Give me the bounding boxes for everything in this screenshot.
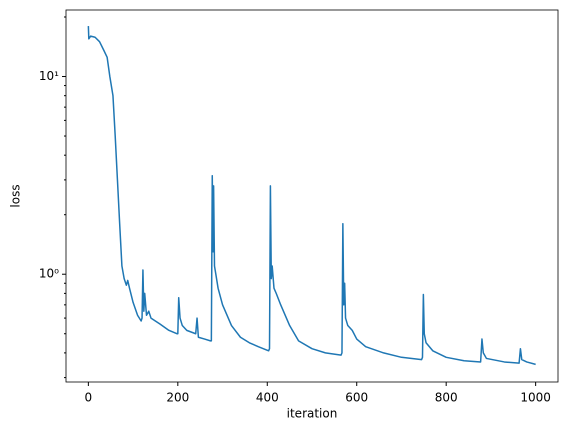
x-tick-label: 400 xyxy=(256,391,279,405)
x-tick-label: 1000 xyxy=(520,391,551,405)
x-tick-label: 800 xyxy=(435,391,458,405)
y-tick-label: 10⁰ xyxy=(39,267,59,281)
x-tick-label: 600 xyxy=(345,391,368,405)
plot-frame xyxy=(65,9,559,383)
x-tick-label: 0 xyxy=(85,391,93,405)
y-tick-label: 10¹ xyxy=(39,69,59,83)
x-tick-label: 200 xyxy=(166,391,189,405)
line xyxy=(87,26,536,366)
x-axis-label: iteration xyxy=(287,407,338,421)
y-axis-label: loss xyxy=(9,184,23,207)
